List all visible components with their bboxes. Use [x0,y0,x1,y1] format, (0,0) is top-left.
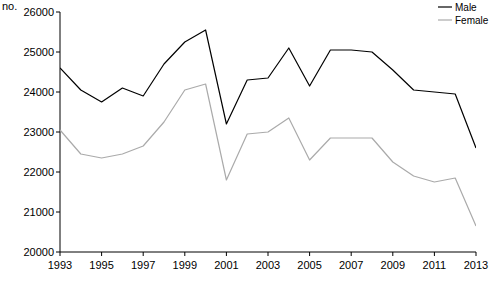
x-tick-label: 2011 [423,259,447,271]
y-tick [56,212,60,213]
plot-area [60,30,476,226]
y-tick [56,252,60,253]
x-tick [226,252,227,256]
y-tick-label: 22000 [23,166,54,178]
x-tick [268,252,269,256]
y-tick-label: 26000 [23,6,54,18]
x-tick-label: 1995 [89,259,113,271]
y-tick-label: 21000 [23,206,54,218]
x-tick [101,252,102,256]
legend-swatch [438,6,452,7]
x-tick [60,252,61,256]
x-tick [434,252,435,256]
legend-label: Male [455,2,477,13]
chart: no. 20000 21000 22000 23000 24000 25000 26000 19… [0,0,496,284]
x-tick [392,252,393,256]
x-tick-label: 2013 [464,259,488,271]
y-tick-label: 25000 [23,46,54,58]
y-tick-label: 23000 [23,126,54,138]
x-tick [143,252,144,256]
x-tick-label: 2005 [297,259,321,271]
x-tick-label: 1997 [131,259,155,271]
y-axis-label: no. [2,0,17,12]
y-tick [56,92,60,93]
x-tick [351,252,352,256]
x-tick-label: 2001 [214,259,238,271]
x-tick-label: 2003 [256,259,280,271]
legend: Male Female [438,2,489,26]
legend-label: Female [455,15,489,26]
y-tick [56,12,60,13]
series-line [60,30,476,148]
x-tick-label: 2007 [339,259,363,271]
legend-swatch [438,19,452,20]
x-tick-label: 1993 [48,259,72,271]
y-tick-label: 20000 [23,246,54,258]
x-tick [309,252,310,256]
y-tick [56,132,60,133]
series-line [60,84,476,226]
chart-container: no. 20000 21000 22000 23000 24000 25000 26000 19… [0,0,496,284]
x-tick-label: 1999 [173,259,197,271]
y-tick-label: 24000 [23,86,54,98]
x-tick [476,252,477,256]
x-tick-label: 2009 [381,259,405,271]
y-tick [56,52,60,53]
x-tick [184,252,185,256]
y-tick [56,172,60,173]
